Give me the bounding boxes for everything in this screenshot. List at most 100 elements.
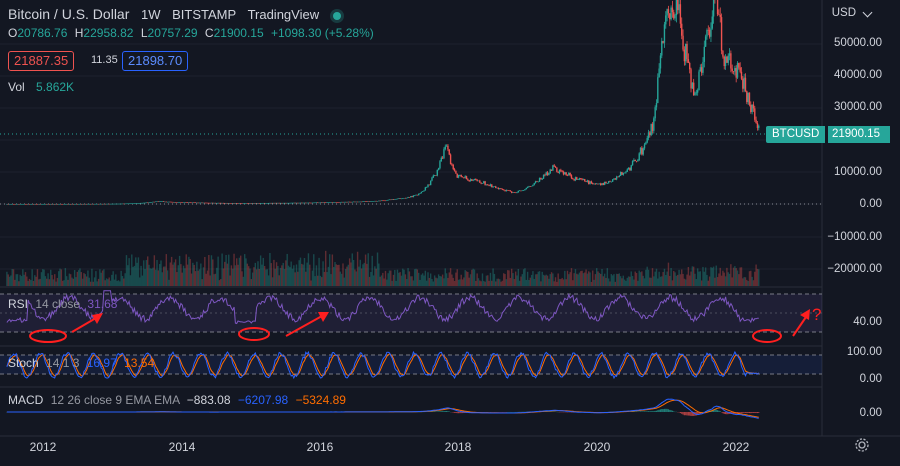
volume-bar bbox=[589, 272, 590, 286]
volume-bar bbox=[734, 266, 735, 286]
volume-bar bbox=[372, 256, 373, 286]
macd-line-value: −6207.98 bbox=[238, 393, 288, 407]
symbol-title[interactable]: Bitcoin / U.S. Dollar bbox=[8, 6, 129, 22]
volume-bar bbox=[581, 271, 582, 286]
volume-bar bbox=[54, 274, 55, 286]
candle-body bbox=[544, 175, 545, 176]
macd-histogram-bar bbox=[749, 412, 750, 413]
candle-body bbox=[186, 202, 187, 203]
candle-body bbox=[300, 203, 301, 204]
candle-body bbox=[381, 200, 382, 201]
volume-bar bbox=[190, 259, 191, 286]
volume-bar bbox=[296, 264, 297, 286]
volume-bar bbox=[105, 280, 106, 286]
volume-bar bbox=[730, 264, 731, 286]
candle-body bbox=[115, 204, 116, 205]
volume-bar bbox=[467, 272, 468, 286]
candle-body bbox=[134, 203, 135, 204]
volume-bar bbox=[512, 273, 513, 286]
candle-body bbox=[742, 79, 743, 89]
buy-price-box[interactable]: 21898.70 bbox=[122, 51, 188, 71]
candle-body bbox=[382, 200, 383, 201]
symbol-legend[interactable]: Bitcoin / U.S. Dollar 1W BITSTAMP Tradin… bbox=[8, 6, 341, 22]
candle-body bbox=[754, 108, 755, 119]
candle-body bbox=[450, 155, 451, 165]
volume-bar bbox=[231, 265, 232, 286]
volume-bar bbox=[758, 269, 759, 286]
candle-body bbox=[596, 184, 597, 185]
sell-price-box[interactable]: 21887.35 bbox=[8, 51, 74, 71]
candle-body bbox=[603, 183, 604, 185]
volume-bar bbox=[364, 263, 365, 286]
volume-legend[interactable]: Vol 5.862K bbox=[8, 80, 74, 94]
candle-body bbox=[547, 172, 548, 175]
volume-bar bbox=[470, 274, 471, 286]
candle-body bbox=[730, 53, 731, 68]
macd-legend[interactable]: MACD 12 26 close 9 EMA EMA −883.08 −6207… bbox=[8, 393, 346, 407]
volume-bar bbox=[285, 260, 286, 286]
candle-body bbox=[684, 50, 685, 62]
candle-body bbox=[749, 93, 750, 105]
volume-bar bbox=[253, 267, 254, 286]
candle-body bbox=[208, 203, 209, 204]
candle-body bbox=[47, 204, 48, 205]
volume-bar bbox=[504, 274, 505, 286]
candle-body bbox=[255, 203, 256, 204]
stoch-legend[interactable]: Stoch 14 1 3 16.97 13.54 bbox=[8, 356, 154, 370]
candle-body bbox=[709, 30, 710, 37]
candle-body bbox=[564, 172, 565, 174]
candle-body bbox=[336, 202, 337, 203]
volume-bar bbox=[557, 273, 558, 286]
volume-bar bbox=[87, 270, 88, 286]
candle-body bbox=[447, 146, 448, 150]
volume-bar bbox=[609, 281, 610, 286]
volume-bar bbox=[742, 278, 743, 286]
candle-body bbox=[85, 204, 86, 205]
volume-bar bbox=[39, 279, 40, 286]
macd-histogram-bar bbox=[640, 411, 641, 412]
volume-bar bbox=[572, 280, 573, 286]
candle-body bbox=[403, 198, 404, 199]
candle-body bbox=[244, 203, 245, 204]
candle-body bbox=[584, 179, 585, 181]
candle-body bbox=[228, 203, 229, 204]
candle-body bbox=[446, 146, 447, 147]
volume-bar bbox=[599, 273, 600, 286]
candle-body bbox=[507, 190, 508, 191]
macd-histogram-bar bbox=[746, 412, 747, 413]
macd-histogram-bar bbox=[717, 410, 718, 412]
volume-bar bbox=[155, 270, 156, 286]
rsi-legend[interactable]: RSI 14 close 31.68 bbox=[8, 297, 117, 311]
candle-body bbox=[733, 71, 734, 72]
candle-body bbox=[108, 204, 109, 205]
volume-bar bbox=[665, 275, 666, 286]
volume-bar bbox=[369, 277, 370, 286]
candle-body bbox=[27, 204, 28, 205]
candle-body bbox=[413, 196, 414, 198]
candle-body bbox=[78, 204, 79, 205]
volume-bar bbox=[236, 258, 237, 286]
volume-bar bbox=[403, 270, 404, 286]
candle-body bbox=[207, 203, 208, 204]
candle-body bbox=[140, 203, 141, 204]
volume-bar bbox=[342, 263, 343, 286]
currency-label[interactable]: USD bbox=[832, 7, 856, 19]
macd-histogram-bar bbox=[459, 412, 460, 413]
candle-body bbox=[205, 203, 206, 204]
interval-label[interactable]: 1W bbox=[141, 7, 161, 22]
candle-body bbox=[568, 173, 569, 175]
volume-bar bbox=[601, 269, 602, 286]
volume-bar bbox=[373, 275, 374, 286]
candle-body bbox=[158, 201, 159, 202]
volume-bar bbox=[627, 278, 628, 286]
candle-body bbox=[101, 204, 102, 205]
volume-bar bbox=[698, 272, 699, 286]
candle-body bbox=[406, 198, 407, 199]
candle-body bbox=[114, 204, 115, 205]
volume-bar bbox=[410, 276, 411, 286]
candle-body bbox=[653, 118, 654, 131]
volume-bar bbox=[741, 267, 742, 286]
candle-body bbox=[353, 202, 354, 203]
candle-body bbox=[375, 201, 376, 202]
